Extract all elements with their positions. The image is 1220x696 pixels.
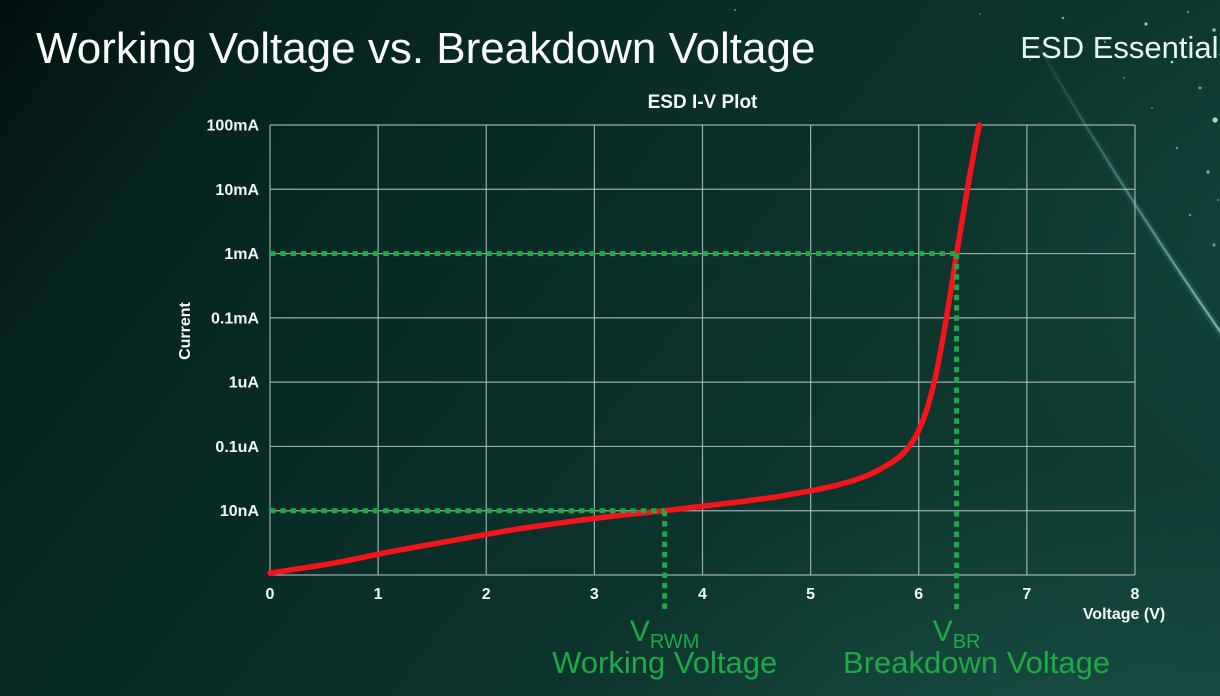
slide-title: Working Voltage vs. Breakdown Voltage [36, 24, 816, 73]
y-tick-label: 10mA [215, 182, 259, 199]
marker-caption-rwm: Working Voltage [552, 645, 777, 680]
marker-symbol-rwm: VRWM [630, 615, 700, 653]
y-axis-title: Current [177, 302, 194, 360]
x-axis-title: Voltage (V) [1082, 606, 1166, 623]
x-tick-label: 5 [806, 586, 815, 603]
x-tick-label: 7 [1022, 586, 1031, 603]
x-tick-label: 8 [1131, 586, 1140, 603]
y-tick-label: 0.1uA [215, 439, 259, 456]
x-tick-label: 6 [914, 586, 923, 603]
x-tick-label: 3 [590, 586, 599, 603]
y-tick-label: 1mA [224, 246, 259, 263]
y-tick-label: 1uA [229, 375, 260, 392]
brand-text: ESD Essentials [1020, 30, 1220, 65]
marker-symbol-br: VBR [933, 615, 981, 653]
light-streak [1026, 27, 1220, 334]
iv-curve [267, 122, 983, 576]
y-tick-label: 10nA [220, 503, 260, 520]
y-tick-label: 0.1mA [211, 310, 259, 327]
y-tick-label: 100mA [207, 118, 260, 135]
x-tick-label: 4 [698, 586, 707, 603]
marker-caption-br: Breakdown Voltage [843, 645, 1110, 680]
x-tick-label: 1 [374, 586, 383, 603]
x-tick-label: 2 [482, 586, 491, 603]
x-tick-label: 0 [266, 586, 275, 603]
particle-dots [733, 8, 1219, 247]
chart-title: ESD I-V Plot [647, 92, 758, 113]
